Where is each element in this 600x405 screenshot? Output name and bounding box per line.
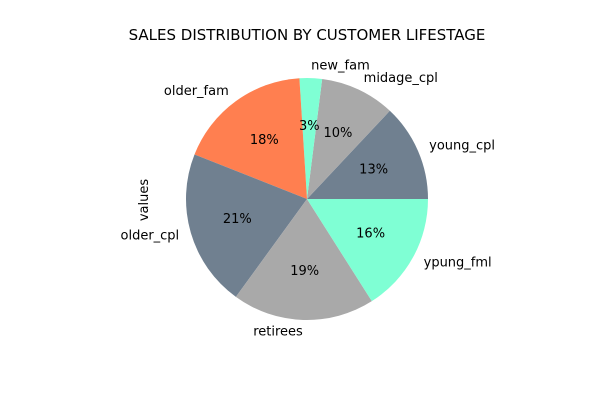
slice-label-young-cpl: young_cpl (429, 139, 495, 154)
slice-percent-new-fam: 3% (299, 119, 320, 134)
slice-label-older-cpl: older_cpl (121, 229, 180, 244)
slice-label-older-fam: older_fam (164, 84, 229, 99)
slice-percent-older-fam: 18% (250, 133, 279, 148)
pie-labels: young_cpl 13% midage_cpl 10% new_fam 3% older_… (121, 58, 496, 339)
slice-label-midage-cpl: midage_cpl (364, 71, 438, 86)
slice-label-ypung-fml: ypung_fml (424, 256, 492, 271)
pie-slice-young-cpl (307, 110, 428, 199)
pie-slice-midage-cpl (307, 78, 390, 199)
slice-label-new-fam: new_fam (311, 58, 370, 73)
y-axis-label: values (137, 179, 152, 222)
pie-slice-older-fam (194, 78, 307, 199)
pie-slices (185, 78, 428, 320)
slice-label-retirees: retirees (253, 325, 303, 340)
chart-title: SALES DISTRIBUTION BY CUSTOMER LIFESTAGE (129, 26, 486, 44)
slice-percent-retirees: 19% (290, 264, 319, 279)
pie-slice-retirees (235, 199, 372, 320)
slice-percent-older-cpl: 21% (223, 212, 252, 227)
slice-percent-midage-cpl: 10% (323, 126, 352, 141)
pie-slice-new-fam (299, 78, 323, 199)
pie-slice-older-cpl (185, 154, 307, 297)
slice-percent-ypung-fml: 16% (356, 226, 385, 241)
pie-slice-ypung-fml (307, 199, 428, 302)
slice-percent-young-cpl: 13% (359, 163, 388, 178)
